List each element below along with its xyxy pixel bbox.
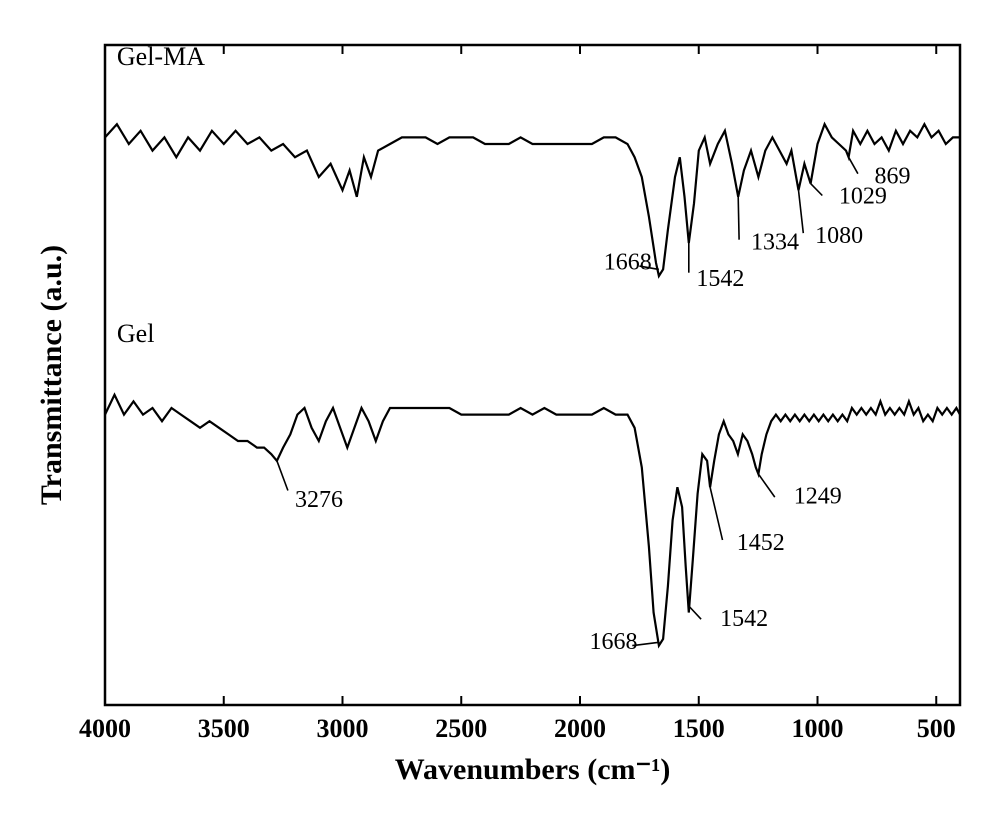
ftir-chart: 4000 3500 3000 2500 2000 1500 1000 500 Wavenumbe… — [20, 20, 980, 805]
leader-line — [811, 184, 823, 196]
peak-label: 1542 — [720, 606, 768, 632]
chart-svg: 4000 3500 3000 2500 2000 1500 1000 500 Wavenumbe… — [20, 20, 980, 805]
x-tick-label: 500 — [917, 714, 956, 743]
leader-line — [849, 157, 858, 174]
x-tick-label: 2500 — [435, 714, 487, 743]
leader-line — [689, 606, 701, 619]
x-tick-label: 3500 — [198, 714, 250, 743]
peak-label: 1080 — [815, 223, 863, 249]
leader-line — [738, 197, 739, 240]
x-tick-label: 1000 — [792, 714, 844, 743]
peak-label: 1334 — [751, 230, 799, 256]
leader-line — [799, 190, 804, 233]
x-tick-label: 3000 — [317, 714, 369, 743]
peak-label: 3276 — [295, 487, 343, 513]
series-line — [105, 124, 960, 276]
peak-label: 1452 — [737, 530, 785, 556]
leader-line — [710, 487, 722, 540]
series-label: Gel — [117, 319, 155, 348]
x-tick-label: 2000 — [554, 714, 606, 743]
peak-label: 1668 — [590, 629, 638, 655]
leader-line — [758, 474, 774, 497]
y-axis-label: Transmittance (a.u.) — [35, 245, 68, 505]
peak-label: 1249 — [794, 484, 842, 510]
peak-label: 1542 — [696, 266, 744, 292]
series-label: Gel-MA — [117, 42, 205, 71]
x-tick-label: 4000 — [79, 714, 131, 743]
peak-label: 869 — [875, 164, 911, 190]
x-axis-label: Wavenumbers (cm⁻¹) — [395, 753, 671, 786]
x-tick-label: 1500 — [673, 714, 725, 743]
leader-line — [277, 461, 288, 491]
peak-label: 1668 — [604, 249, 652, 275]
series-line — [105, 395, 960, 646]
